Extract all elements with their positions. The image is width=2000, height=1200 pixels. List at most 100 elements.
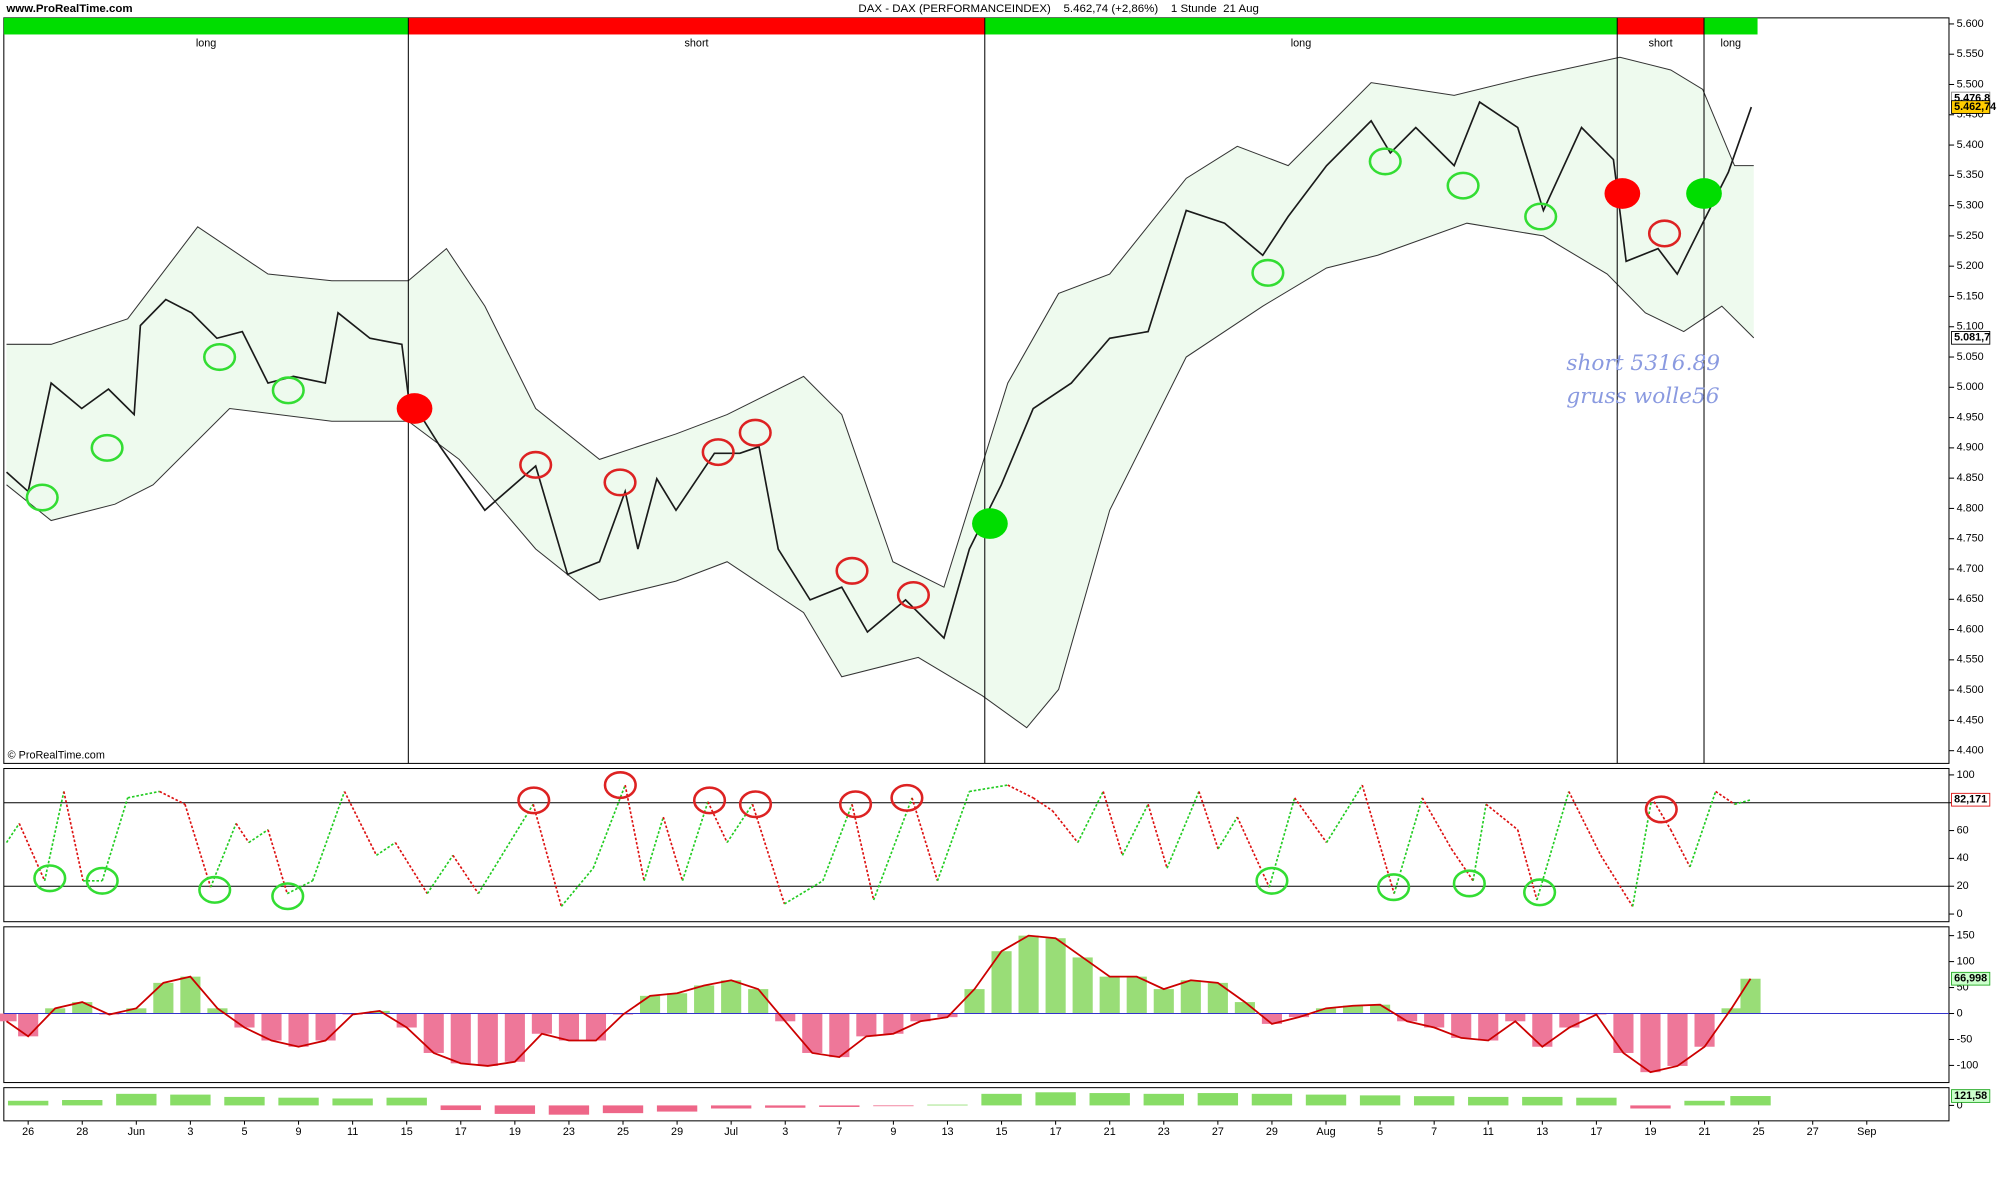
histogram-bar: [585, 1013, 607, 1041]
histogram-bar: [819, 1105, 860, 1107]
histogram-bar: [1197, 1093, 1239, 1106]
histogram-bar: [1045, 938, 1066, 1014]
highlight-circle: [701, 438, 735, 467]
oscillator-segment: [5, 823, 20, 843]
last-value-box: [1951, 100, 1991, 114]
histogram-bar: [224, 1096, 265, 1106]
x-tick-label: 21: [1699, 1126, 1711, 1138]
oscillator-segment: [1166, 791, 1200, 869]
highlight-circle: [203, 342, 237, 372]
oscillator-segment: [851, 804, 875, 901]
signal-dot: [396, 393, 433, 424]
histogram-bar: [1234, 1002, 1255, 1014]
x-tick-label: 19: [1644, 1126, 1656, 1138]
y-tick-label: 4.750: [1957, 533, 1984, 545]
y-tick-label: 4.500: [1957, 684, 1984, 696]
highlight-circle: [1251, 258, 1285, 287]
histogram-bar: [332, 1098, 373, 1106]
oscillator-segment: [1007, 784, 1034, 799]
y-tick-label: -100: [1957, 1059, 1979, 1071]
histogram-bar: [72, 1002, 93, 1014]
histogram-bar: [450, 1013, 471, 1064]
y-tick-label: 100: [1957, 955, 1975, 967]
y-tick-label: 5.000: [1957, 381, 1984, 393]
histogram-bar: [602, 1105, 644, 1114]
histogram-bar: [1684, 1100, 1725, 1106]
histogram-bar: [937, 1013, 958, 1018]
histogram-bar: [802, 1013, 823, 1053]
oscillator-segment: [643, 816, 665, 882]
x-tick-label: 29: [1266, 1126, 1278, 1138]
oscillator-segment: [18, 823, 46, 882]
histogram-bar: [396, 1013, 417, 1028]
highlight-circle: [1377, 873, 1411, 902]
highlight-circle: [838, 790, 873, 819]
oscillator-segment: [1472, 804, 1487, 881]
y-tick-label: 0: [1957, 908, 1963, 920]
signal-dot: [1604, 178, 1641, 209]
y-tick-label: 5.500: [1957, 78, 1984, 90]
oscillator-segment: [1516, 829, 1538, 901]
highlight-circle: [519, 450, 553, 479]
oscillator-segment: [936, 791, 971, 882]
regime-label: long: [1721, 37, 1741, 49]
histogram-bar: [964, 989, 985, 1014]
histogram-bar: [1397, 1013, 1418, 1022]
histogram-bar: [1694, 1013, 1715, 1047]
x-tick-label: 29: [671, 1126, 683, 1138]
histogram-bar: [1478, 1013, 1499, 1041]
histogram-bar: [180, 976, 201, 1014]
histogram-bar: [1305, 1094, 1347, 1106]
oscillator-segment: [1421, 797, 1453, 850]
histogram-bar: [1099, 976, 1120, 1014]
last-value-label: 66,998: [1954, 973, 1987, 985]
histogram-bar: [1315, 1008, 1337, 1014]
price-line: [5, 100, 1753, 640]
highlight-circle: [1368, 147, 1402, 176]
x-tick-label: 5: [241, 1126, 247, 1138]
histogram-bar: [873, 1105, 914, 1107]
y-tick-label: 4.700: [1957, 563, 1984, 575]
histogram-bar: [1342, 1005, 1364, 1014]
histogram-bar: [1126, 976, 1147, 1014]
x-tick-label: 9: [296, 1126, 302, 1138]
y-tick-label: 5.050: [1957, 351, 1984, 363]
x-tick-label: Aug: [1316, 1126, 1335, 1138]
histogram-bar: [1740, 978, 1761, 1014]
histogram-bar: [504, 1013, 525, 1062]
oscillator-segment: [1217, 816, 1239, 850]
y-tick-label: 4.950: [1957, 411, 1984, 423]
y-tick-label: 60: [1957, 824, 1969, 836]
y-tick-label: 4.650: [1957, 593, 1984, 605]
histogram-bar: [721, 980, 742, 1014]
y-tick-label: 5.550: [1957, 48, 1984, 60]
histogram-bar: [288, 1013, 309, 1047]
x-tick-label: 25: [1753, 1126, 1765, 1138]
oscillator-segment: [1600, 854, 1634, 907]
oscillator-segment: [560, 867, 594, 907]
histogram-bar: [1522, 1096, 1563, 1106]
oscillator-segment: [1651, 797, 1672, 831]
histogram-bar: [1251, 1093, 1293, 1106]
histogram-bar: [531, 1013, 552, 1034]
last-value-box: [1951, 792, 1991, 807]
histogram-bar: [639, 995, 661, 1014]
oscillator-segment: [969, 784, 1008, 793]
y-tick-label: -50: [1957, 1033, 1973, 1045]
copyright: © ProRealTime.com: [8, 750, 105, 762]
highlight-circle: [85, 866, 119, 895]
y-tick-label: 4.550: [1957, 654, 1984, 666]
histogram-bar: [991, 951, 1012, 1014]
x-tick-label: 17: [455, 1126, 467, 1138]
histogram-bar: [775, 1013, 796, 1022]
y-tick-label: 5.150: [1957, 290, 1984, 302]
x-tick-label: 23: [563, 1126, 575, 1138]
histogram-bar: [477, 1013, 498, 1066]
regime-label: long: [196, 37, 216, 49]
highlight-circle: [603, 468, 637, 497]
highlight-circle: [33, 864, 67, 893]
histogram-bar: [386, 1097, 427, 1106]
histogram-bar: [829, 1013, 850, 1058]
histogram-bar: [1730, 1096, 1771, 1106]
last-value-label: 82,171: [1954, 794, 1987, 806]
